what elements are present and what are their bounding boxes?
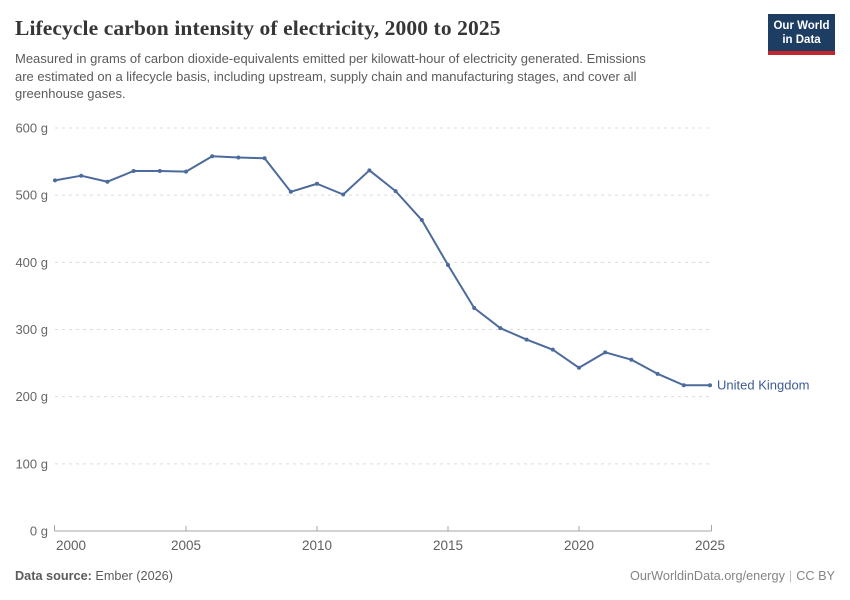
data-point-2013[interactable] bbox=[393, 189, 398, 194]
x-tick-label-2015: 2015 bbox=[433, 538, 463, 553]
data-point-2024[interactable] bbox=[681, 383, 686, 388]
data-point-2002[interactable] bbox=[105, 179, 110, 184]
data-point-2005[interactable] bbox=[184, 169, 188, 174]
y-tick-label-100: 100 g bbox=[15, 456, 48, 471]
data-point-2022[interactable] bbox=[629, 357, 634, 362]
owid-logo-stripe bbox=[768, 51, 835, 55]
data-point-2008[interactable] bbox=[262, 156, 267, 161]
data-point-2023[interactable] bbox=[655, 371, 660, 376]
data-source-value: Ember (2026) bbox=[95, 569, 173, 583]
data-point-2018[interactable] bbox=[524, 337, 529, 342]
credit-separator: | bbox=[788, 569, 793, 583]
data-point-2017[interactable] bbox=[498, 326, 503, 331]
data-point-2025[interactable] bbox=[708, 383, 712, 388]
x-tick-label-2000: 2000 bbox=[56, 538, 86, 553]
footer: Data source: Ember (2026) OurWorldinData… bbox=[15, 569, 835, 583]
data-point-2006[interactable] bbox=[210, 154, 215, 159]
y-tick-label-300: 300 g bbox=[15, 322, 48, 337]
x-tick-label-2025: 2025 bbox=[695, 538, 725, 553]
data-point-2010[interactable] bbox=[315, 181, 319, 186]
data-point-2012[interactable] bbox=[367, 168, 372, 173]
data-point-2020[interactable] bbox=[577, 365, 581, 370]
data-point-2007[interactable] bbox=[236, 155, 241, 160]
data-point-2003[interactable] bbox=[131, 168, 136, 173]
page-title: Lifecycle carbon intensity of electricit… bbox=[15, 16, 501, 40]
data-point-2019[interactable] bbox=[550, 347, 555, 352]
owid-logo-line1: Our World bbox=[773, 20, 830, 32]
y-tick-label-0: 0 g bbox=[30, 524, 48, 539]
data-point-2021[interactable] bbox=[603, 350, 608, 355]
chart-subtitle: Measured in grams of carbon dioxide-equi… bbox=[15, 50, 835, 103]
x-tick-label-2010: 2010 bbox=[302, 538, 332, 553]
data-point-2014[interactable] bbox=[419, 218, 424, 223]
data-point-2016[interactable] bbox=[472, 306, 477, 311]
credit-line: OurWorldinData.org/energy | CC BY bbox=[630, 569, 835, 583]
x-tick-label-2005: 2005 bbox=[171, 538, 201, 553]
data-point-2011[interactable] bbox=[341, 192, 346, 197]
owid-logo[interactable]: Our World in Data bbox=[768, 14, 835, 55]
y-tick-label-200: 200 g bbox=[15, 389, 48, 404]
y-tick-label-600: 600 g bbox=[15, 121, 48, 136]
subtitle-line-1: Measured in grams of carbon dioxide-equi… bbox=[15, 51, 646, 66]
data-point-2009[interactable] bbox=[288, 189, 293, 194]
data-point-2001[interactable] bbox=[79, 173, 84, 178]
owid-url-link[interactable]: OurWorldinData.org/energy bbox=[630, 569, 785, 583]
x-tick-label-2020: 2020 bbox=[564, 538, 594, 553]
data-source: Data source: Ember (2026) bbox=[15, 569, 173, 583]
data-point-2000[interactable] bbox=[53, 178, 57, 183]
owid-logo-text: Our World in Data bbox=[768, 14, 835, 51]
header: Lifecycle carbon intensity of electricit… bbox=[15, 16, 835, 103]
y-tick-label-400: 400 g bbox=[15, 255, 48, 270]
license-link[interactable]: CC BY bbox=[796, 569, 835, 583]
y-tick-label-500: 500 g bbox=[15, 188, 48, 203]
subtitle-line-2: are estimated on a lifecycle basis, incl… bbox=[15, 68, 637, 84]
data-point-2015[interactable] bbox=[446, 263, 450, 268]
data-source-label: Data source: bbox=[15, 569, 92, 583]
owid-logo-line2: in Data bbox=[782, 34, 821, 46]
data-point-2004[interactable] bbox=[157, 168, 162, 173]
subtitle-line-3: greenhouse gases. bbox=[15, 86, 126, 101]
data-line-united-kingdom[interactable] bbox=[54, 155, 711, 387]
entity-label[interactable]: United Kingdom bbox=[717, 378, 810, 393]
